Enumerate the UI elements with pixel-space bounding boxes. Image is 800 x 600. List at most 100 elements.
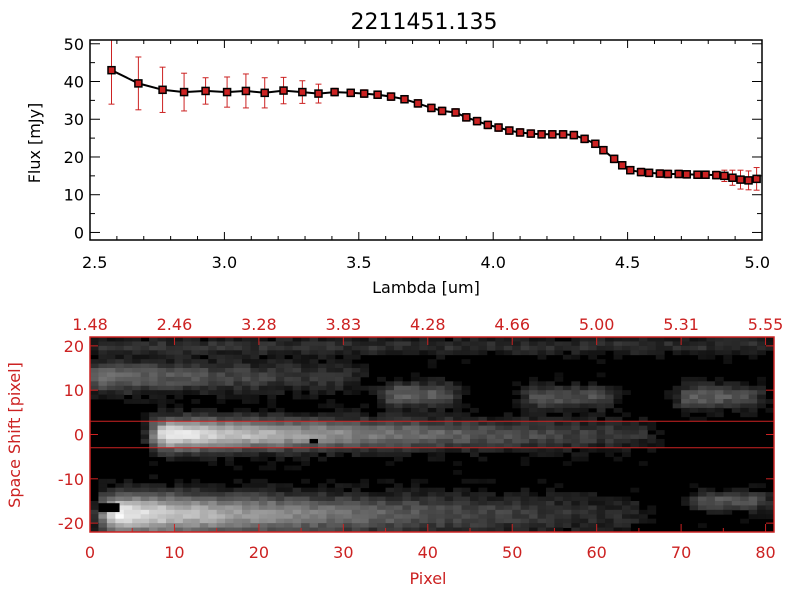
- image-pixel: [748, 399, 758, 404]
- image-pixel: [309, 341, 319, 347]
- image-pixel: [402, 341, 412, 347]
- image-pixel: [258, 350, 268, 356]
- image-pixel: [740, 385, 750, 391]
- image-pixel: [123, 496, 133, 502]
- image-pixel: [334, 368, 344, 373]
- image-pixel: [714, 505, 724, 511]
- image-pixel: [655, 354, 665, 360]
- image-pixel: [90, 372, 99, 378]
- image-pixel: [242, 434, 251, 440]
- image-pixel: [199, 452, 209, 458]
- image-pixel: [453, 434, 462, 440]
- image-pixel: [115, 376, 125, 382]
- image-pixel: [275, 483, 285, 489]
- image-pixel: [351, 376, 361, 382]
- image-pixel: [98, 492, 108, 497]
- image-pixel: [157, 354, 167, 360]
- image-pixel: [368, 350, 378, 356]
- image-pixel: [672, 350, 682, 356]
- image-pixel: [436, 452, 446, 458]
- image-pixel: [216, 354, 226, 360]
- top-tick-label: 5.55: [748, 315, 784, 334]
- image-pixel: [410, 430, 420, 435]
- image-pixel: [140, 345, 150, 351]
- image-pixel: [588, 425, 598, 431]
- image-pixel: [360, 430, 370, 435]
- image-pixel: [410, 518, 420, 524]
- image-pixel: [622, 345, 631, 351]
- image-pixel: [275, 492, 285, 497]
- image-pixel: [748, 483, 758, 489]
- image-pixel: [166, 363, 175, 369]
- image-pixel: [537, 438, 547, 444]
- image-pixel: [166, 416, 175, 422]
- image-pixel: [326, 496, 336, 502]
- image-pixel: [351, 505, 361, 511]
- image-pixel: [301, 394, 310, 400]
- image-pixel: [368, 509, 378, 515]
- data-point: [609, 154, 619, 164]
- image-pixel: [132, 509, 142, 515]
- image-pixel: [258, 372, 268, 378]
- image-pixel: [132, 487, 142, 493]
- image-pixel: [714, 394, 724, 400]
- image-pixel: [486, 523, 496, 528]
- image-pixel: [191, 487, 201, 493]
- image-pixel: [98, 381, 108, 387]
- image-pixel: [284, 496, 294, 502]
- image-pixel: [385, 443, 395, 449]
- image-pixel: [444, 390, 454, 396]
- image-pixel: [647, 421, 657, 427]
- image-pixel: [334, 416, 344, 422]
- image-pixel: [394, 421, 403, 427]
- image-pixel: [588, 345, 598, 351]
- image-pixel: [284, 372, 294, 378]
- image-pixel: [605, 496, 614, 502]
- image-pixel: [368, 496, 378, 502]
- image-pixel: [714, 509, 724, 515]
- image-pixel: [537, 443, 547, 449]
- image-pixel: [394, 381, 403, 387]
- image-pixel: [520, 390, 530, 396]
- image-pixel: [427, 505, 437, 511]
- image-pixel: [98, 368, 108, 373]
- image-pixel: [503, 492, 513, 497]
- image-pixel: [343, 518, 353, 524]
- image-pixel: [470, 509, 479, 515]
- image-pixel: [453, 412, 462, 418]
- image-pixel: [343, 368, 353, 373]
- image-pixel: [208, 359, 218, 364]
- image-pixel: [326, 452, 336, 458]
- image-pixel: [326, 438, 336, 444]
- image-pixel: [267, 518, 277, 524]
- image-pixel: [436, 492, 446, 497]
- image-pixel: [377, 527, 386, 533]
- image-pixel: [613, 407, 623, 413]
- image-pixel: [731, 345, 741, 351]
- image-pixel: [613, 394, 623, 400]
- image-pixel: [630, 337, 640, 342]
- image-pixel: [748, 492, 758, 497]
- image-pixel: [529, 496, 538, 502]
- image-pixel: [351, 407, 361, 413]
- image-pixel: [98, 359, 108, 364]
- image-pixel: [140, 505, 150, 511]
- image-pixel: [166, 421, 175, 427]
- image-pixel: [470, 421, 479, 427]
- image-pixel: [360, 345, 370, 351]
- image-pixel: [681, 399, 690, 404]
- image-pixel: [748, 345, 758, 351]
- image-pixel: [562, 434, 572, 440]
- image-pixel: [562, 492, 572, 497]
- image-pixel: [301, 350, 310, 356]
- image-pixel: [579, 452, 589, 458]
- image-pixel: [157, 385, 167, 391]
- image-pixel: [579, 345, 589, 351]
- image-pixel: [233, 337, 243, 342]
- image-pixel: [182, 425, 192, 431]
- image-pixel: [157, 425, 167, 431]
- image-pixel: [486, 345, 496, 351]
- image-pixel: [157, 443, 167, 449]
- image-pixel: [284, 527, 294, 533]
- image-pixel: [98, 390, 108, 396]
